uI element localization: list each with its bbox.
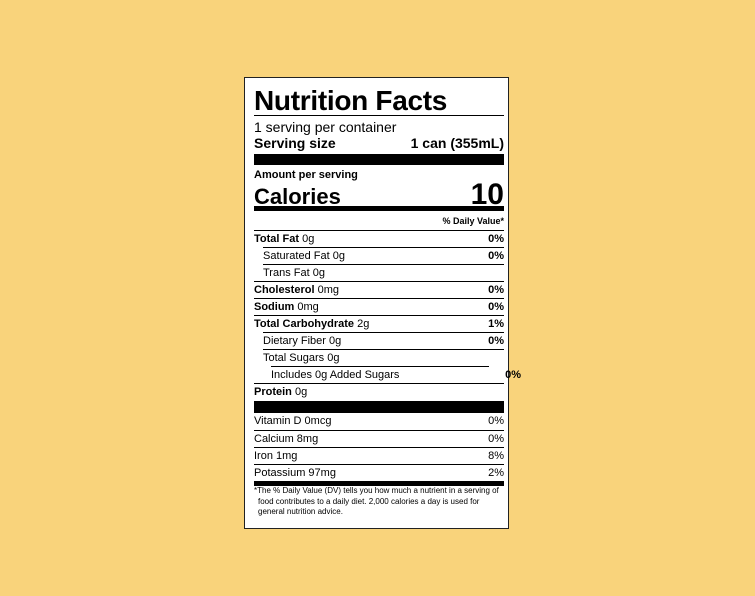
nutrient-daily-value: 0% xyxy=(488,301,504,313)
vitamin-name: Calcium 8mg xyxy=(254,433,319,445)
nutrient-list: Total Fat 0g 0% Saturated Fat 0g 0% Trans Fa… xyxy=(254,230,521,400)
nutrient-daily-value: 0% xyxy=(488,233,504,245)
divider xyxy=(254,115,504,116)
nutrient-name: Total Fat 0g xyxy=(254,233,315,245)
calories-value: 10 xyxy=(470,178,504,211)
vitamin-row: Potassium 97mg 2% xyxy=(254,464,504,481)
servings-per-container: 1 serving per container xyxy=(254,119,397,135)
vitamin-name: Potassium 97mg xyxy=(254,467,336,479)
vitamin-row: Vitamin D 0mcg 0% xyxy=(254,413,504,430)
nutrient-row: Dietary Fiber 0g 0% xyxy=(263,332,504,349)
nutrient-row: Protein 0g xyxy=(254,383,504,400)
nutrient-row: Sodium 0mg 0% xyxy=(254,298,504,315)
thick-divider xyxy=(254,154,504,165)
nutrient-name: Total Sugars 0g xyxy=(263,352,340,364)
footnote: *The % Daily Value (DV) tells you how mu… xyxy=(254,486,499,516)
medium-divider xyxy=(254,481,504,486)
nutrient-daily-value: 1% xyxy=(488,318,504,330)
daily-value-header: % Daily Value* xyxy=(442,216,504,226)
vitamin-daily-value: 0% xyxy=(488,415,504,427)
nutrient-daily-value: 0% xyxy=(488,250,504,262)
vitamin-daily-value: 0% xyxy=(488,433,504,445)
nutrient-row: Total Carbohydrate 2g 1% xyxy=(254,315,504,332)
nutrient-row: Includes 0g Added Sugars 0% xyxy=(271,366,521,383)
nutrient-name: Saturated Fat 0g xyxy=(263,250,345,262)
vitamin-row: Calcium 8mg 0% xyxy=(254,430,504,447)
vitamin-list: Vitamin D 0mcg 0% Calcium 8mg 0% Iron 1mg 8% P… xyxy=(254,413,504,481)
thick-divider xyxy=(254,401,504,413)
nutrient-daily-value: 0% xyxy=(488,284,504,296)
serving-size-label: Serving size xyxy=(254,135,336,151)
nutrient-name: Protein 0g xyxy=(254,386,308,398)
vitamin-row: Iron 1mg 8% xyxy=(254,447,504,464)
nutrition-facts-label: Nutrition Facts 1 serving per container … xyxy=(244,77,521,529)
calories-label: Calories xyxy=(254,184,341,209)
serving-size-value: 1 can (355mL) xyxy=(410,135,504,151)
nutrient-name: Total Carbohydrate 2g xyxy=(254,318,370,330)
calories: Calories 10 xyxy=(254,179,504,211)
nutrient-row: Trans Fat 0g xyxy=(263,264,504,281)
nutrient-daily-value: 0% xyxy=(505,369,521,381)
vitamin-daily-value: 2% xyxy=(488,467,504,479)
nutrient-row: Saturated Fat 0g 0% xyxy=(263,247,504,264)
amount-per-serving: Amount per serving xyxy=(254,169,358,181)
vitamin-name: Iron 1mg xyxy=(254,450,298,462)
nutrient-name: Includes 0g Added Sugars xyxy=(271,369,400,381)
vitamin-daily-value: 8% xyxy=(488,450,504,462)
nutrient-row: Cholesterol 0mg 0% xyxy=(254,281,504,298)
nutrient-name: Dietary Fiber 0g xyxy=(263,335,342,347)
label-title: Nutrition Facts xyxy=(254,85,448,116)
medium-divider xyxy=(254,206,504,211)
nutrient-name: Sodium 0mg xyxy=(254,301,319,313)
nutrient-name: Trans Fat 0g xyxy=(263,267,325,279)
nutrient-row: Total Sugars 0g xyxy=(263,349,504,366)
nutrient-daily-value: 0% xyxy=(488,335,504,347)
serving-size: Serving size 1 can (355mL) xyxy=(254,135,504,151)
nutrient-row: Total Fat 0g 0% xyxy=(254,230,504,247)
nutrient-name: Cholesterol 0mg xyxy=(254,284,339,296)
vitamin-name: Vitamin D 0mcg xyxy=(254,415,332,427)
